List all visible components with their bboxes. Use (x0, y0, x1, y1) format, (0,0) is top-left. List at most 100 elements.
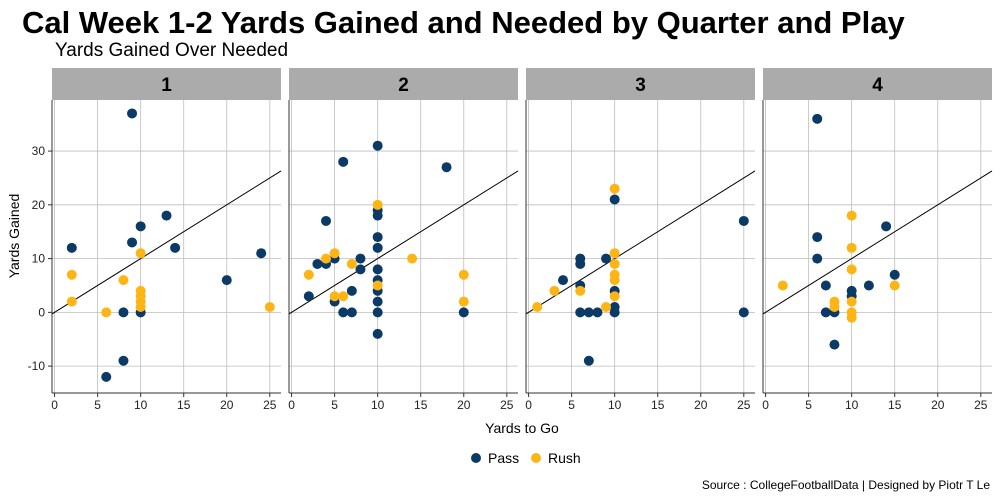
x-tick-label: 15 (888, 398, 902, 412)
point-pass (372, 210, 383, 221)
point-rush (458, 269, 469, 280)
x-tick-label: 10 (845, 398, 859, 412)
point-pass (170, 242, 181, 253)
point-rush (321, 253, 332, 264)
point-pass (256, 248, 267, 259)
point-pass (575, 307, 586, 318)
facet-strip (763, 68, 992, 100)
facet-strip (289, 68, 518, 100)
x-tick-label: 5 (94, 398, 101, 412)
y-tick-label: -10 (28, 359, 46, 373)
point-pass (221, 275, 232, 286)
legend-label-rush: Rush (548, 450, 581, 466)
x-tick-label: 15 (651, 398, 665, 412)
point-pass (558, 275, 569, 286)
point-pass (372, 307, 383, 318)
point-rush (303, 269, 314, 280)
point-rush (609, 258, 620, 269)
point-rush (346, 258, 357, 269)
point-rush (329, 291, 340, 302)
x-tick-label: 0 (51, 398, 58, 412)
point-pass (346, 285, 357, 296)
y-tick-label: 0 (38, 305, 45, 319)
x-tick-label: 25 (974, 398, 988, 412)
plot-area (763, 100, 992, 393)
point-rush (549, 285, 560, 296)
point-pass (820, 280, 831, 291)
point-pass (441, 162, 452, 173)
point-rush (101, 307, 112, 318)
point-pass (863, 280, 874, 291)
point-pass (101, 371, 112, 382)
facet-panel-4: 4 0 5 10 15 20 25 (762, 68, 993, 412)
x-tick-label: 0 (288, 398, 295, 412)
point-pass (889, 269, 900, 280)
facet-panel-2: 20 5 10 15 20 25 (288, 68, 519, 412)
data-points (777, 113, 900, 350)
point-pass (583, 307, 594, 318)
point-pass (355, 253, 366, 264)
point-rush (889, 280, 900, 291)
point-pass (372, 140, 383, 151)
plot-area (52, 100, 281, 393)
point-rush (118, 275, 129, 286)
x-tick-label: 5 (568, 398, 575, 412)
point-pass (812, 232, 823, 243)
legend: Pass Rush (471, 450, 581, 466)
facet-strip-label: 3 (635, 75, 646, 96)
point-rush (846, 296, 857, 307)
point-pass (609, 307, 620, 318)
point-pass (738, 215, 749, 226)
point-pass (372, 328, 383, 339)
gridlines (763, 100, 992, 393)
facet-strip-label: 2 (398, 75, 409, 96)
facet-panel-3: 3 0 5 10 15 20 25 (525, 68, 756, 412)
point-pass (601, 253, 612, 264)
point-rush (609, 183, 620, 194)
data-points (532, 183, 749, 366)
point-pass (372, 232, 383, 243)
point-rush (372, 280, 383, 291)
x-axis-label: Yards to Go (485, 420, 559, 436)
point-pass (881, 221, 892, 232)
x-tick-label: 20 (457, 398, 471, 412)
plot-area (289, 100, 518, 393)
point-rush (135, 248, 146, 259)
y-tick-label: 20 (32, 198, 46, 212)
x-tick-label: 20 (220, 398, 234, 412)
x-tick-label: 15 (414, 398, 428, 412)
point-rush (338, 291, 349, 302)
legend-marker-rush (531, 453, 541, 463)
x-tick-label: 25 (737, 398, 751, 412)
facet-strip (52, 68, 281, 100)
x-tick-label: 10 (371, 398, 385, 412)
reference-line (762, 170, 993, 315)
point-rush (135, 301, 146, 312)
point-pass (372, 264, 383, 275)
point-pass (372, 242, 383, 253)
point-rush (609, 275, 620, 286)
chart-title: Cal Week 1-2 Yards Gained and Needed by … (22, 5, 905, 40)
point-pass (161, 210, 172, 221)
point-rush (575, 285, 586, 296)
point-rush (407, 253, 418, 264)
point-rush (846, 210, 857, 221)
point-pass (118, 355, 129, 366)
point-rush (329, 248, 340, 259)
x-tick-label: 5 (331, 398, 338, 412)
point-pass (458, 307, 469, 318)
point-pass (575, 258, 586, 269)
point-rush (601, 301, 612, 312)
x-tick-label: 20 (931, 398, 945, 412)
point-pass (609, 194, 620, 205)
x-tick-label: 10 (608, 398, 622, 412)
gridlines (526, 100, 755, 393)
point-pass (355, 264, 366, 275)
point-rush (846, 264, 857, 275)
x-tick-label: 15 (177, 398, 191, 412)
reference-line (525, 170, 756, 315)
reference-line (288, 170, 519, 315)
